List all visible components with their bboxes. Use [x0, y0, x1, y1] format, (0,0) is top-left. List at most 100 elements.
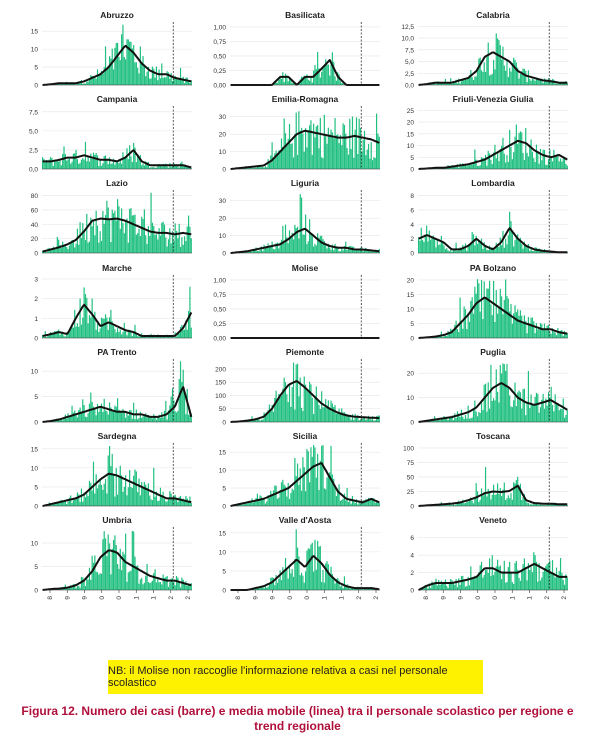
case-bar	[563, 417, 566, 422]
case-bar	[474, 286, 476, 338]
case-bar	[103, 398, 105, 422]
case-bar	[43, 158, 45, 169]
case-bar	[92, 316, 95, 338]
case-bar	[319, 460, 321, 506]
x-tick-label: 28/09	[82, 596, 89, 600]
case-bar	[533, 158, 535, 169]
case-bar	[275, 243, 277, 253]
case-bar	[129, 329, 131, 338]
case-bar	[491, 164, 493, 169]
case-bar	[499, 288, 501, 338]
y-tick-label: 6	[410, 535, 414, 542]
y-tick-label: 0	[34, 336, 38, 343]
case-bar	[76, 586, 79, 590]
case-bar	[534, 80, 536, 85]
case-bar	[111, 321, 113, 338]
case-bar	[142, 218, 144, 253]
y-tick-label: 0,25	[213, 68, 226, 75]
case-bar	[309, 219, 311, 253]
case-bar	[98, 484, 100, 506]
case-bar	[470, 300, 472, 338]
case-bar	[331, 244, 333, 253]
case-bar	[331, 52, 333, 85]
case-bar	[455, 579, 457, 590]
case-bar	[299, 575, 301, 590]
case-bar	[525, 321, 527, 338]
case-bar	[92, 406, 95, 422]
case-bar	[511, 499, 513, 506]
case-bar	[541, 251, 543, 253]
panel-title: Piemonte	[286, 347, 325, 357]
case-bar	[242, 504, 244, 506]
case-bar	[112, 410, 115, 422]
case-bar	[87, 579, 89, 590]
case-bar	[561, 572, 563, 590]
case-bar	[542, 393, 544, 422]
panel-title: Puglia	[480, 347, 506, 357]
case-bar	[357, 415, 359, 422]
case-bar	[329, 75, 331, 85]
case-bar	[559, 158, 562, 169]
case-bar	[545, 566, 547, 590]
case-bar	[472, 408, 475, 422]
case-bar	[557, 402, 559, 422]
case-bar	[141, 165, 143, 169]
case-bar	[467, 78, 469, 85]
case-bar	[370, 250, 372, 253]
case-bar	[139, 495, 141, 506]
case-bar	[559, 330, 562, 338]
case-bar	[529, 408, 531, 422]
case-bar	[182, 498, 184, 506]
case-bar	[345, 413, 347, 422]
case-bar	[424, 234, 426, 253]
case-bar	[141, 482, 143, 506]
case-bar	[56, 503, 58, 506]
case-bar	[183, 164, 186, 169]
case-bar	[266, 246, 268, 253]
case-bar	[468, 165, 471, 169]
case-bar	[190, 413, 192, 422]
y-tick-label: 0	[410, 251, 414, 258]
case-bar	[294, 559, 296, 590]
x-tick-label: 09/11	[133, 596, 140, 600]
case-bar	[468, 585, 471, 590]
case-bar	[95, 415, 97, 422]
case-bar	[288, 498, 291, 506]
case-bar	[539, 323, 542, 338]
case-bar	[521, 570, 523, 590]
case-bar	[350, 419, 352, 422]
case-bar	[456, 328, 459, 338]
case-bar	[106, 556, 108, 590]
case-bar	[118, 56, 120, 85]
case-bar	[130, 208, 132, 253]
case-bar	[538, 563, 540, 590]
case-bar	[342, 250, 344, 253]
case-bar	[96, 323, 99, 338]
case-bar	[373, 420, 375, 422]
case-bar	[561, 409, 563, 422]
case-bar	[173, 495, 175, 506]
case-bar	[562, 580, 564, 590]
case-bar	[153, 166, 155, 169]
case-bar	[357, 249, 359, 253]
case-bar	[259, 587, 261, 590]
case-bar	[513, 583, 515, 590]
case-bar	[439, 420, 441, 422]
case-bar	[490, 304, 492, 338]
case-bar	[491, 74, 493, 85]
case-bar	[99, 160, 101, 169]
case-bar	[276, 154, 279, 169]
case-bar	[161, 166, 163, 169]
case-bar	[547, 563, 550, 590]
y-tick-label: 4	[410, 553, 414, 560]
case-bar	[476, 165, 479, 169]
case-bar	[475, 235, 477, 253]
case-bar	[138, 156, 140, 169]
case-bar	[565, 332, 567, 338]
case-bar	[70, 495, 72, 506]
case-bar	[325, 244, 327, 253]
case-bar	[108, 219, 111, 253]
case-bar	[456, 587, 459, 590]
case-bar	[159, 418, 162, 422]
